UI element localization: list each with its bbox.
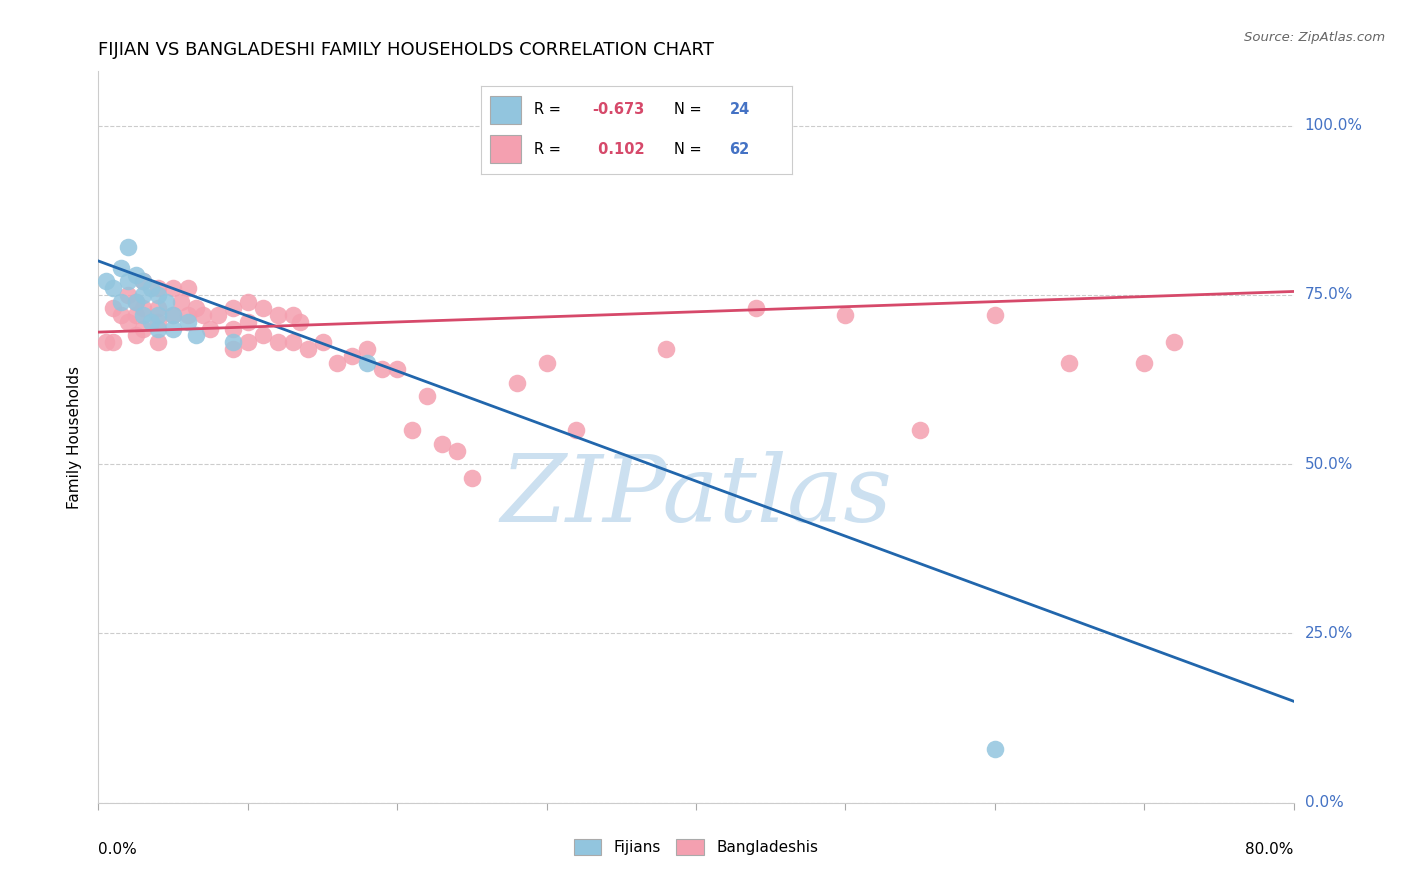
Point <box>416 389 439 403</box>
Point <box>110 260 132 275</box>
Point <box>177 281 200 295</box>
Point <box>267 308 290 322</box>
Point <box>94 335 117 350</box>
Point <box>132 308 155 322</box>
Point <box>125 294 148 309</box>
Point <box>236 335 259 350</box>
Point <box>834 308 856 322</box>
Point <box>125 328 148 343</box>
Point <box>236 315 259 329</box>
Point <box>117 315 139 329</box>
Point <box>110 294 132 309</box>
Point <box>1163 335 1185 350</box>
Point <box>148 322 170 336</box>
Point <box>177 308 200 322</box>
Point <box>342 349 364 363</box>
Point <box>103 281 125 295</box>
Point <box>297 342 319 356</box>
Point <box>169 294 191 309</box>
Point <box>117 240 139 254</box>
Point <box>1059 355 1081 369</box>
Point <box>148 288 170 302</box>
Point <box>148 281 170 295</box>
Text: 75.0%: 75.0% <box>1305 287 1353 302</box>
Point <box>908 423 931 437</box>
Point <box>132 274 155 288</box>
Point <box>162 281 184 295</box>
Point <box>745 301 768 316</box>
Text: FIJIAN VS BANGLADESHI FAMILY HOUSEHOLDS CORRELATION CHART: FIJIAN VS BANGLADESHI FAMILY HOUSEHOLDS … <box>98 41 714 59</box>
Point <box>103 335 125 350</box>
Point <box>311 335 333 350</box>
Point <box>236 294 259 309</box>
Point <box>222 335 245 350</box>
Text: 0.0%: 0.0% <box>98 842 138 856</box>
Point <box>139 315 162 329</box>
Point <box>117 288 139 302</box>
Point <box>385 362 409 376</box>
Text: 80.0%: 80.0% <box>1246 842 1294 856</box>
Point <box>103 301 125 316</box>
Point <box>184 328 207 343</box>
Point <box>162 308 184 322</box>
Point <box>288 315 311 329</box>
Point <box>984 741 1007 756</box>
Point <box>117 274 139 288</box>
Point <box>132 288 155 302</box>
Point <box>222 301 245 316</box>
Text: 0.0%: 0.0% <box>1305 796 1343 810</box>
Point <box>148 301 170 316</box>
Point <box>148 308 170 322</box>
Point <box>132 301 155 316</box>
Point <box>177 315 200 329</box>
Point <box>371 362 394 376</box>
Point <box>162 308 184 322</box>
Point <box>326 355 349 369</box>
Point <box>155 294 177 309</box>
Text: 50.0%: 50.0% <box>1305 457 1353 472</box>
Point <box>110 308 132 322</box>
Point <box>281 335 304 350</box>
Point <box>356 342 378 356</box>
Point <box>207 308 229 322</box>
Point <box>565 423 588 437</box>
Point <box>655 342 678 356</box>
Point <box>984 308 1007 322</box>
Point <box>536 355 558 369</box>
Point <box>125 308 148 322</box>
Point <box>401 423 423 437</box>
Point <box>461 471 484 485</box>
Point <box>267 335 290 350</box>
Point <box>200 322 222 336</box>
Point <box>132 322 155 336</box>
Point <box>222 322 245 336</box>
Legend: Fijians, Bangladeshis: Fijians, Bangladeshis <box>568 833 824 861</box>
Text: 25.0%: 25.0% <box>1305 626 1353 641</box>
Point <box>506 376 529 390</box>
Point <box>1133 355 1156 369</box>
Point <box>252 301 274 316</box>
Point <box>125 268 148 282</box>
Point <box>94 274 117 288</box>
Point <box>281 308 304 322</box>
Point <box>125 294 148 309</box>
Point <box>148 315 170 329</box>
Point <box>184 301 207 316</box>
Y-axis label: Family Households: Family Households <box>66 366 82 508</box>
Point <box>356 355 378 369</box>
Point <box>139 281 162 295</box>
Point <box>252 328 274 343</box>
Point <box>162 322 184 336</box>
Text: ZIPatlas: ZIPatlas <box>501 450 891 541</box>
Point <box>430 437 453 451</box>
Point <box>222 342 245 356</box>
Point <box>446 443 468 458</box>
Point <box>191 308 214 322</box>
Text: 100.0%: 100.0% <box>1305 118 1362 133</box>
Point <box>148 335 170 350</box>
Text: Source: ZipAtlas.com: Source: ZipAtlas.com <box>1244 31 1385 45</box>
Point <box>132 274 155 288</box>
